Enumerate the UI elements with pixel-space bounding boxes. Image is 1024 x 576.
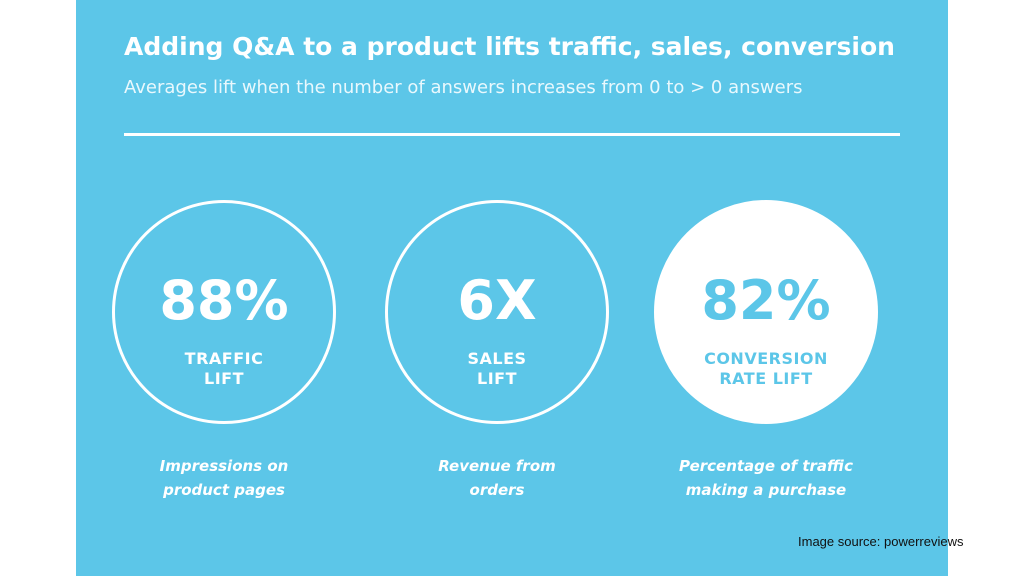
stat-caption-traffic: Impressions on product pages (106, 454, 342, 502)
stat-circle-traffic: 88% TRAFFIC LIFT (112, 200, 336, 424)
stat-caption-conversion-line2: making a purchase (685, 481, 847, 499)
stat-circle-conversion: 82% CONVERSION RATE LIFT (654, 200, 878, 424)
infographic-title: Adding Q&A to a product lifts traffic, s… (124, 32, 895, 61)
stat-label-traffic-line1: TRAFFIC (184, 349, 264, 368)
stat-caption-sales: Revenue from orders (379, 454, 615, 502)
stat-caption-sales-line2: orders (469, 481, 525, 499)
infographic-subtitle: Averages lift when the number of answers… (124, 77, 803, 98)
stat-label-sales: SALES LIFT (398, 349, 596, 389)
stat-caption-traffic-line2: product pages (163, 481, 285, 499)
stat-conversion-rate-lift: 82% CONVERSION RATE LIFT Percentage of t… (648, 200, 884, 502)
stat-label-traffic: TRAFFIC LIFT (125, 349, 323, 389)
stat-label-conversion-line2: RATE LIFT (719, 369, 813, 388)
infographic-panel: Adding Q&A to a product lifts traffic, s… (76, 0, 948, 576)
stat-label-sales-line2: LIFT (477, 369, 517, 388)
stat-sales-lift: 6X SALES LIFT Revenue from orders (379, 200, 615, 502)
stat-value-conversion: 82% (701, 269, 831, 332)
divider (124, 133, 900, 136)
stat-caption-conversion: Percentage of traffic making a purchase (648, 454, 884, 502)
stat-caption-conversion-line1: Percentage of traffic (678, 457, 854, 475)
stat-label-conversion: CONVERSION RATE LIFT (667, 349, 865, 389)
stat-traffic-lift: 88% TRAFFIC LIFT Impressions on product … (106, 200, 342, 502)
stat-label-conversion-line1: CONVERSION (704, 349, 828, 368)
stat-value-sales: 6X (457, 269, 537, 332)
stat-circle-sales: 6X SALES LIFT (385, 200, 609, 424)
stat-caption-traffic-line1: Impressions on (159, 457, 289, 475)
image-source-credit: Image source: powerreviews (798, 534, 964, 549)
stat-label-sales-line1: SALES (467, 349, 527, 368)
stat-caption-sales-line1: Revenue from (438, 457, 556, 475)
stat-value-traffic: 88% (159, 269, 289, 332)
stat-label-traffic-line2: LIFT (204, 369, 244, 388)
